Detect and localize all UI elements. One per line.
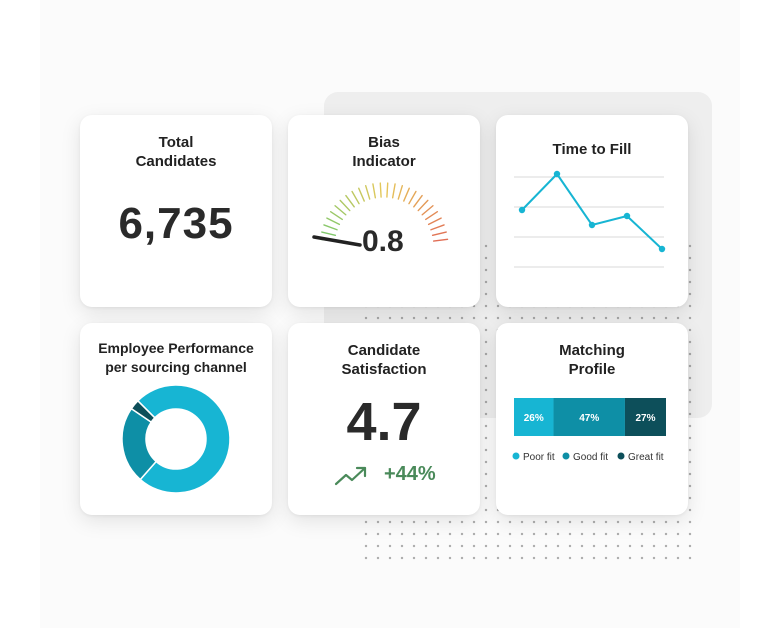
time-to-fill-card: Time to Fill [496,115,688,307]
legend-dot [617,452,625,460]
trending-up-icon [334,466,367,486]
gauge-tick [358,187,365,202]
donut-slice [130,399,156,424]
series-line [521,172,663,250]
gauge-tick [421,205,434,216]
total-candidates-title: Total Candidates [135,134,217,170]
data-point [623,212,631,220]
gauge-tick [326,217,341,226]
data-point [553,170,561,178]
data-point [588,221,596,229]
gauge-tick [431,231,447,237]
time-to-fill-title: Time to Fill [552,141,632,158]
gauge-tick [391,183,396,199]
bar-label: 47% [579,413,599,424]
bias-gauge [312,182,449,247]
legend-label: Poor fit [523,452,555,463]
candidate-satisfaction-title: Candidate Satisfaction [341,342,427,378]
gauge-tick [408,190,417,205]
employee-performance-donut [121,384,231,494]
gauge-tick [432,238,449,242]
total-candidates-card: Total Candidates 6,735 [80,115,272,307]
stacked-bar: 26% 47% 27% [514,398,666,436]
satisfaction-change: +44% [384,463,436,485]
matching-profile-title: Matching Profile [559,342,625,378]
gauge-tick [413,194,423,208]
gauge-tick [372,183,377,199]
bar-segment [624,398,666,436]
employee-performance-card: Employee Performance per sourcing channe… [80,323,272,515]
legend-label: Good fit [573,452,608,463]
gauge-tick [345,194,355,208]
series-points [518,170,666,253]
legend-label: Great fit [628,452,664,463]
gauge-tick [417,199,429,212]
bar-segment [553,398,625,436]
gauge-tick [397,184,404,200]
gauge-tick [351,190,360,205]
gauge-tick [329,210,343,221]
employee-performance-title: Employee Performance per sourcing channe… [98,340,254,375]
gauge-tick [379,182,382,198]
legend: Poor fit Good fit Great fit [512,452,664,463]
gauge-needle [312,235,362,247]
bar-segment [514,398,554,436]
gauge-tick [364,184,371,200]
data-point [518,206,526,214]
gauge-tick [386,182,389,198]
gauge-tick [403,187,410,202]
matching-profile-bar: 26% 47% 27% Poor fit Good fit Great fit [512,398,666,463]
gauge-tick [430,224,445,231]
candidate-satisfaction-card: Candidate Satisfaction 4.7 +44% [288,323,480,515]
data-point [658,245,666,253]
bar-label: 26% [524,413,544,424]
gauge-tick [339,199,351,212]
bias-indicator-card: Bias Indicator 0.8 [288,115,480,307]
gauge-tick [323,224,338,231]
donut-slice [136,384,231,494]
chart-grid [514,176,664,268]
gauge-tick [321,231,337,237]
legend-dot [562,452,570,460]
legend-dot [512,452,520,460]
candidate-satisfaction-value: 4.7 [346,392,422,452]
matching-profile-card: Matching Profile 26% 47% 27% Poor fit Good … [496,323,688,515]
time-to-fill-chart [514,170,666,268]
bias-indicator-value: 0.8 [362,225,404,258]
gauge-tick [425,210,439,221]
donut-slices [121,384,231,494]
total-candidates-value: 6,735 [118,199,234,248]
bias-indicator-title: Bias Indicator [352,134,416,170]
gauge-tick [427,217,442,226]
gauge-tick [334,205,347,216]
bar-label: 27% [635,413,655,424]
